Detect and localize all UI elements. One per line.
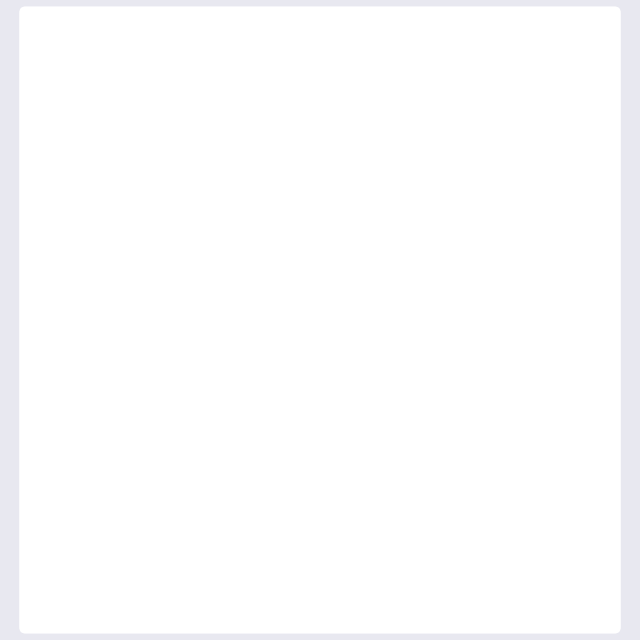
Text: x°: x°	[195, 259, 216, 278]
Polygon shape	[96, 243, 486, 397]
Text: 60°: 60°	[359, 259, 394, 278]
Text: 60°: 60°	[118, 366, 153, 385]
Text: units).: units).	[77, 149, 149, 169]
Text: Your answer: Your answer	[77, 584, 186, 602]
Text: *: *	[152, 149, 163, 169]
Text: 1 point: 1 point	[500, 42, 563, 60]
Text: (for your answer, just write: (for your answer, just write	[77, 95, 360, 115]
Text: the number without any: the number without any	[77, 122, 328, 142]
Text: 120°: 120°	[424, 366, 470, 385]
Text: the quadrilateral below: the quadrilateral below	[77, 68, 320, 88]
Text: 18. Find the value of x in: 18. Find the value of x in	[77, 42, 335, 61]
